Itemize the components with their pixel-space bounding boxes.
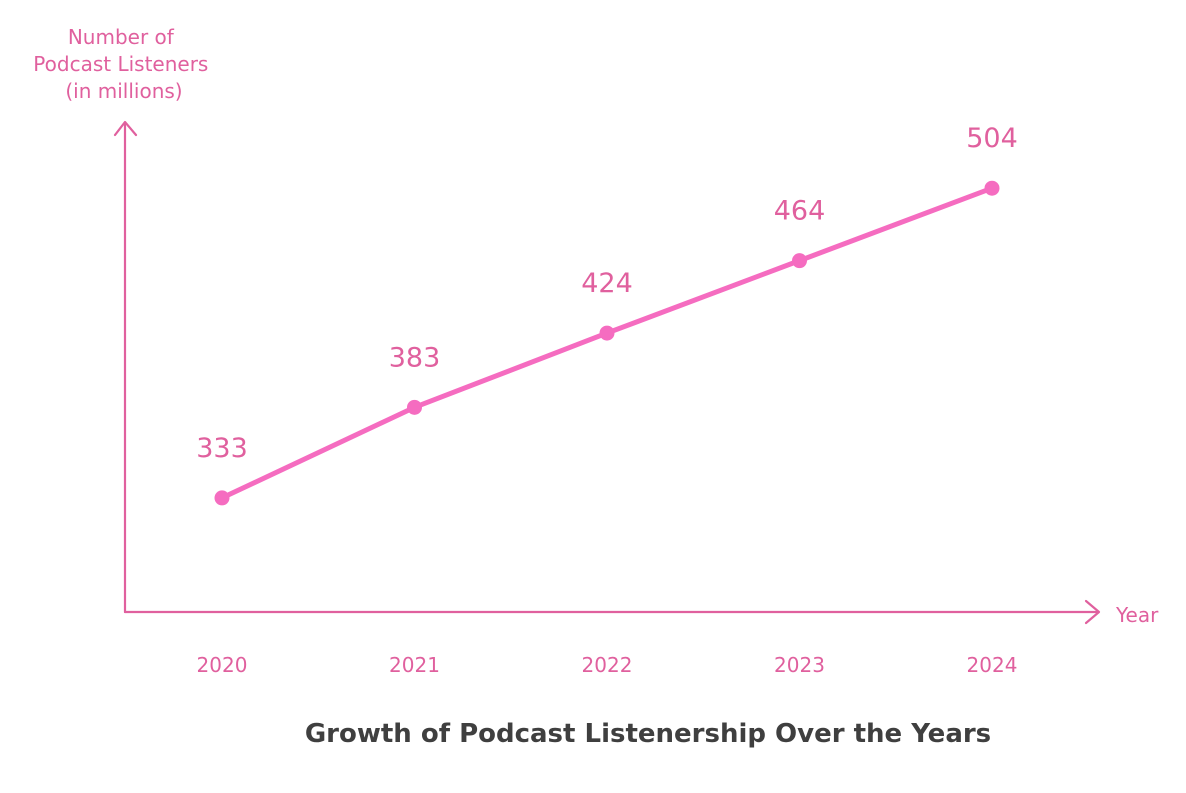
y-axis-title: Number of Podcast Listeners (in millions… (33, 25, 214, 103)
data-label-2020: 333 (196, 433, 248, 464)
x-tick-label-2020: 2020 (197, 653, 248, 677)
data-label-2024: 504 (966, 123, 1018, 154)
data-point-2020 (214, 490, 230, 506)
data-point-2023 (792, 253, 807, 269)
x-tick-label-2023: 2023 (774, 653, 825, 677)
data-point-2021 (407, 399, 422, 415)
y-axis-title-line-2: Podcast Listeners (33, 52, 208, 76)
series-line (219, 185, 995, 501)
x-tick-label-2021: 2021 (389, 653, 440, 677)
y-axis-title-line-1: Number of (68, 25, 175, 49)
data-point-2022 (599, 325, 615, 341)
data-point-2024 (984, 180, 1000, 196)
chart-title: Growth of Podcast Listenership Over the … (305, 719, 991, 749)
data-labels: 333 383 424 464 504 (196, 123, 1018, 464)
x-tick-label-2022: 2022 (582, 653, 633, 677)
data-label-2023: 464 (774, 196, 826, 227)
data-label-2021: 383 (389, 342, 441, 373)
x-tick-label-2024: 2024 (967, 653, 1018, 677)
x-axis-title: Year (1115, 603, 1159, 627)
y-axis-title-line-3: (in millions) (65, 79, 182, 103)
x-tick-labels: 2020 2021 2022 2023 2024 (197, 653, 1018, 677)
x-axis-arrow-icon (1084, 599, 1101, 625)
y-axis (113, 120, 138, 614)
y-axis-arrow-icon (113, 120, 138, 137)
x-axis (123, 599, 1101, 625)
data-label-2022: 424 (581, 268, 633, 299)
data-marks (214, 180, 1000, 506)
